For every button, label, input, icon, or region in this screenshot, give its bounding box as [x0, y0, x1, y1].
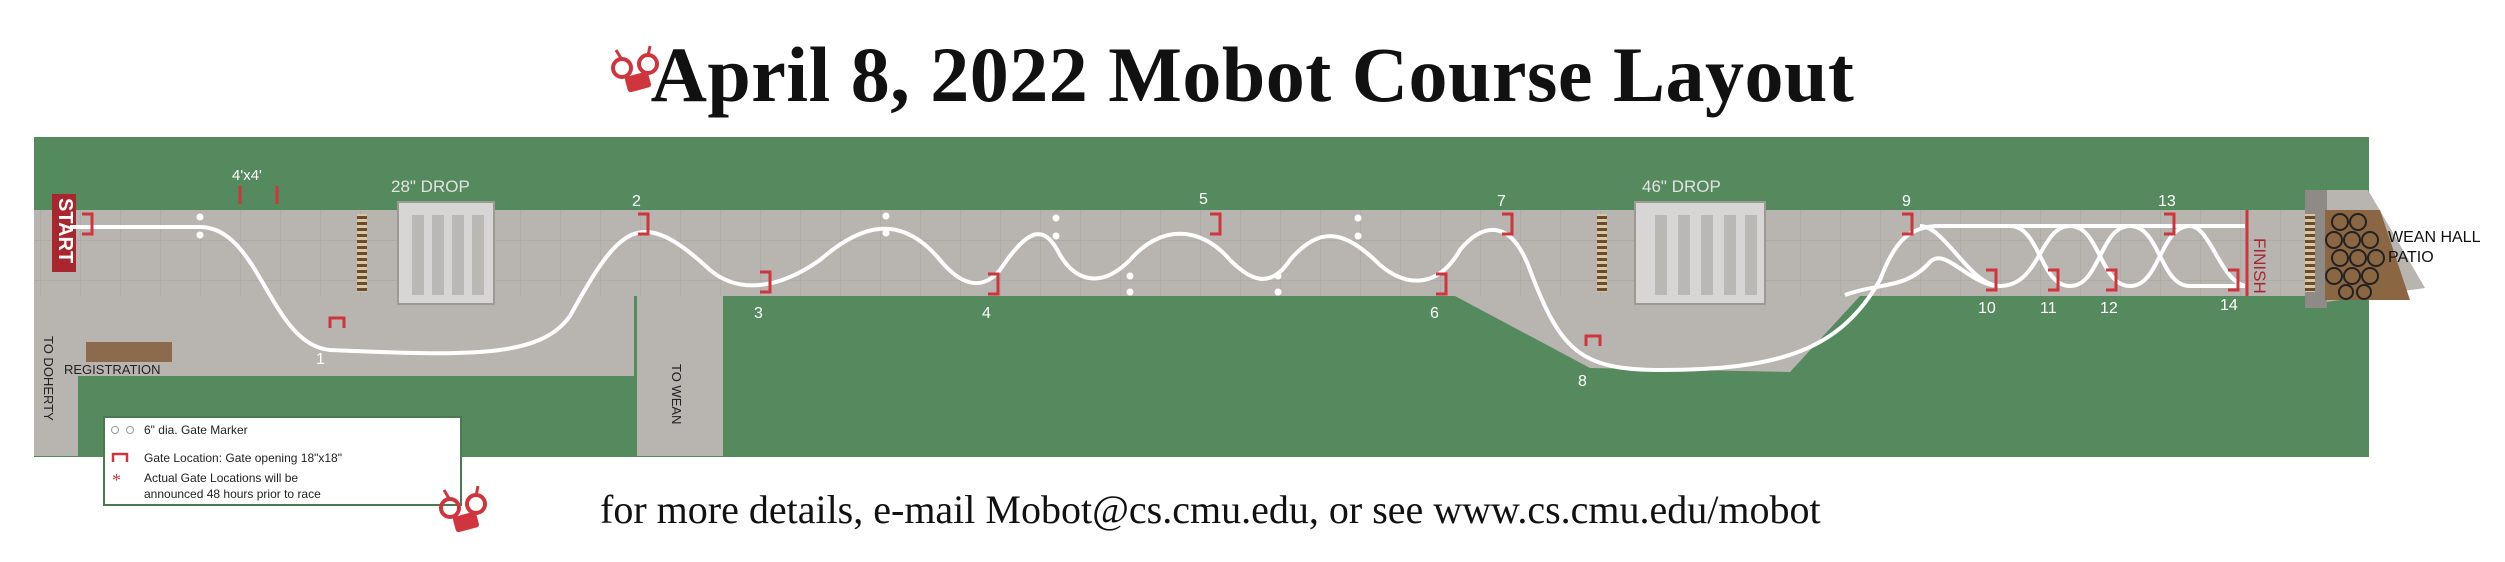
svg-text:12: 12: [2100, 300, 2118, 317]
svg-text:8: 8: [1578, 373, 1587, 390]
registration-label: REGISTRATION: [64, 362, 161, 377]
svg-text:9: 9: [1902, 193, 1911, 210]
to-wean-label: TO WEAN: [669, 364, 684, 424]
gates: [82, 212, 2240, 346]
start-label: START: [54, 198, 76, 263]
svg-text:13: 13: [2158, 193, 2176, 210]
legend-gate-text: Gate Location: Gate opening 18"x18": [144, 451, 342, 465]
wean-hall-patio: [2325, 210, 2410, 300]
svg-text:4: 4: [982, 305, 991, 322]
rail-2: [1597, 214, 1607, 292]
size-4x4-label: 4'x4': [232, 167, 262, 184]
drop-28-label: 28" DROP: [391, 177, 470, 196]
finish-label: FINISH: [2250, 238, 2269, 294]
svg-text:2: 2: [632, 193, 641, 210]
registration-table: [86, 342, 172, 362]
drop-46-label: 46" DROP: [1642, 177, 1721, 196]
legend-note-line1: Actual Gate Locations will be: [144, 471, 298, 485]
svg-text:6: 6: [1430, 305, 1439, 322]
mobot-robot-logo-icon: [611, 45, 659, 93]
svg-text:7: 7: [1497, 193, 1506, 210]
to-doherty-label: TO DOHERTY: [41, 336, 56, 421]
rail-3: [2305, 214, 2315, 292]
mobot-robot-logo-icon: [439, 485, 487, 533]
rail-1: [357, 214, 367, 292]
legend-marker-text: 6" dia. Gate Marker: [144, 423, 248, 437]
drop-46: [1634, 201, 1766, 305]
svg-text:14: 14: [2220, 297, 2238, 314]
course-path: [70, 224, 2245, 373]
footer-contact-text: for more details, e-mail Mobot@cs.cmu.ed…: [600, 487, 1821, 532]
svg-text:1: 1: [316, 351, 325, 368]
svg-text:3: 3: [754, 305, 763, 322]
legend: * 6" dia. Gate Marker Gate Location: Gat…: [103, 416, 462, 506]
legend-asterisk: *: [112, 470, 121, 490]
legend-note-line2: announced 48 hours prior to race: [144, 487, 321, 501]
patio-label-1: WEAN HALL: [2388, 229, 2481, 246]
patio-label-2: PATIO: [2388, 249, 2434, 266]
drop-28: [397, 201, 495, 305]
page-title: April 8, 2022 Mobot Course Layout: [650, 31, 1855, 118]
patio-stones: [2325, 213, 2385, 300]
legend-gate-icon: [111, 452, 129, 462]
svg-text:5: 5: [1199, 191, 1208, 208]
svg-text:11: 11: [2040, 300, 2057, 317]
gate-markers: [196, 212, 1362, 296]
gate-numbers: 1 2 3 4 5 6 7 8 9 10 11 12 13 14: [316, 191, 2238, 390]
svg-text:10: 10: [1978, 300, 1996, 317]
